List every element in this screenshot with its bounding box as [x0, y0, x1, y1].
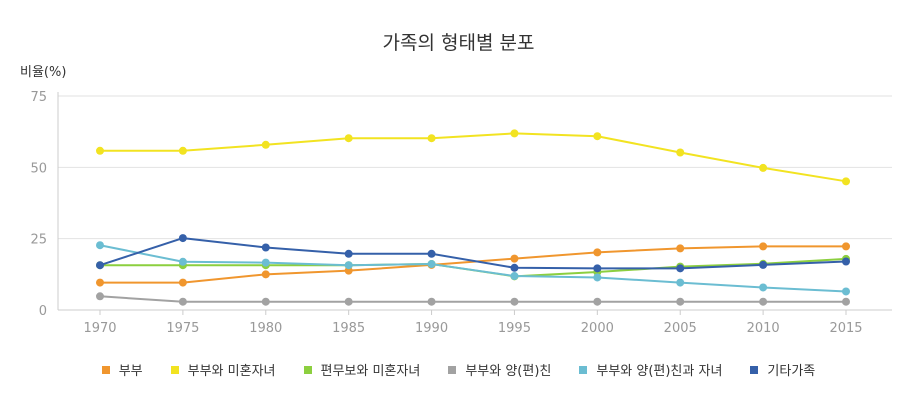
y-tick-label: 75 [30, 90, 47, 105]
data-point [178, 146, 187, 155]
y-tick-label: 50 [30, 161, 47, 176]
data-point [676, 264, 685, 273]
y-tick-label: 25 [30, 233, 47, 248]
data-point [96, 146, 104, 155]
x-tick-label: 1995 [498, 321, 531, 336]
x-tick-label: 1985 [332, 321, 365, 336]
y-axis-label: 비율(%) [20, 65, 67, 80]
legend-label: 부부와 양(편)친 [465, 364, 552, 379]
data-point [759, 260, 768, 269]
legend: 부부 부부와 미혼자녀 편무보와 미혼자녀 부부와 양(편)친 부부와 양(편)친과 자… [0, 360, 917, 379]
data-point [344, 249, 353, 258]
series-lines [96, 129, 850, 306]
legend-item: 부부 [101, 360, 143, 379]
data-point [593, 248, 602, 257]
legend-label: 부부와 미혼자녀 [187, 364, 276, 379]
x-tick-labels: 1970 1975 1980 1985 1990 1995 2000 2005 2010 2015 [83, 321, 862, 336]
data-point [842, 287, 850, 296]
legend-label: 부부와 양(편)친과 자녀 [596, 364, 723, 379]
data-point [510, 272, 519, 281]
x-tick-label: 2000 [581, 321, 614, 336]
data-point [344, 261, 353, 270]
x-tick-label: 1980 [249, 321, 282, 336]
series-3 [96, 254, 850, 281]
series-line [99, 244, 847, 293]
data-point [344, 134, 353, 143]
legend-swatch [303, 365, 312, 374]
legend-swatch [170, 365, 179, 374]
data-point [178, 297, 187, 306]
data-point [759, 242, 768, 251]
legend-label: 부부 [118, 364, 143, 379]
legend-item: 편무보와 미혼자녀 [303, 360, 421, 379]
legend-item: 기타가족 [750, 360, 815, 379]
series-2 [96, 129, 850, 186]
data-point [178, 257, 187, 266]
data-point [261, 258, 270, 267]
x-tick-label: 1990 [415, 321, 448, 336]
x-tick-label: 2010 [747, 321, 780, 336]
data-point [759, 283, 768, 292]
series-4 [96, 292, 850, 306]
data-point [96, 261, 104, 270]
data-point [676, 297, 685, 306]
data-point [427, 134, 436, 143]
data-point [261, 140, 270, 149]
series-line [99, 295, 846, 303]
legend-swatch [101, 365, 110, 374]
gridlines [58, 95, 892, 240]
data-point [178, 234, 187, 243]
data-point [676, 278, 685, 287]
data-point [178, 278, 187, 287]
data-point [842, 297, 850, 306]
series-line [99, 237, 847, 270]
data-point [96, 278, 104, 287]
legend-label: 기타가족 [767, 364, 816, 379]
data-point [427, 260, 436, 269]
data-point [427, 249, 436, 258]
data-point [842, 242, 850, 251]
data-point [593, 273, 602, 282]
legend-item: 부부와 양(편)친 [448, 360, 551, 379]
data-point [96, 241, 104, 250]
legend-item: 부부와 미혼자녀 [170, 360, 276, 379]
data-point [96, 292, 104, 301]
x-tick-label: 1975 [166, 321, 199, 336]
data-point [759, 163, 768, 172]
data-point [842, 177, 850, 186]
data-point [261, 243, 270, 252]
data-point [261, 297, 270, 306]
legend-swatch [579, 365, 588, 374]
x-tick-label: 2015 [829, 321, 862, 336]
data-point [510, 297, 519, 306]
data-point [593, 132, 602, 141]
data-point [344, 297, 353, 306]
series-line [100, 132, 847, 183]
axes [57, 92, 892, 315]
data-point [261, 270, 270, 279]
legend-swatch [448, 365, 457, 374]
y-tick-labels: 0 25 50 75 [30, 90, 47, 319]
data-point [676, 148, 685, 157]
legend-swatch [750, 365, 759, 374]
data-point [427, 297, 436, 306]
data-point [510, 129, 519, 138]
legend-label: 편무보와 미혼자녀 [320, 364, 421, 379]
y-tick-label: 0 [39, 304, 47, 319]
data-point [510, 254, 519, 263]
chart-title: 가족의 형태별 분포 [382, 32, 535, 54]
data-point [676, 244, 685, 253]
legend-item: 부부와 양(편)친과 자녀 [579, 360, 722, 379]
data-point [593, 297, 602, 306]
x-tick-label: 1970 [83, 321, 116, 336]
series-5 [96, 241, 850, 296]
line-chart: 0 25 50 75 1970 1975 1980 1985 1990 1995 2000 2005… [30, 90, 892, 336]
data-point [759, 297, 768, 306]
series-6 [96, 234, 850, 273]
data-point [842, 257, 850, 266]
data-point [510, 263, 519, 272]
x-tick-label: 2005 [664, 321, 697, 336]
data-point [593, 264, 602, 273]
